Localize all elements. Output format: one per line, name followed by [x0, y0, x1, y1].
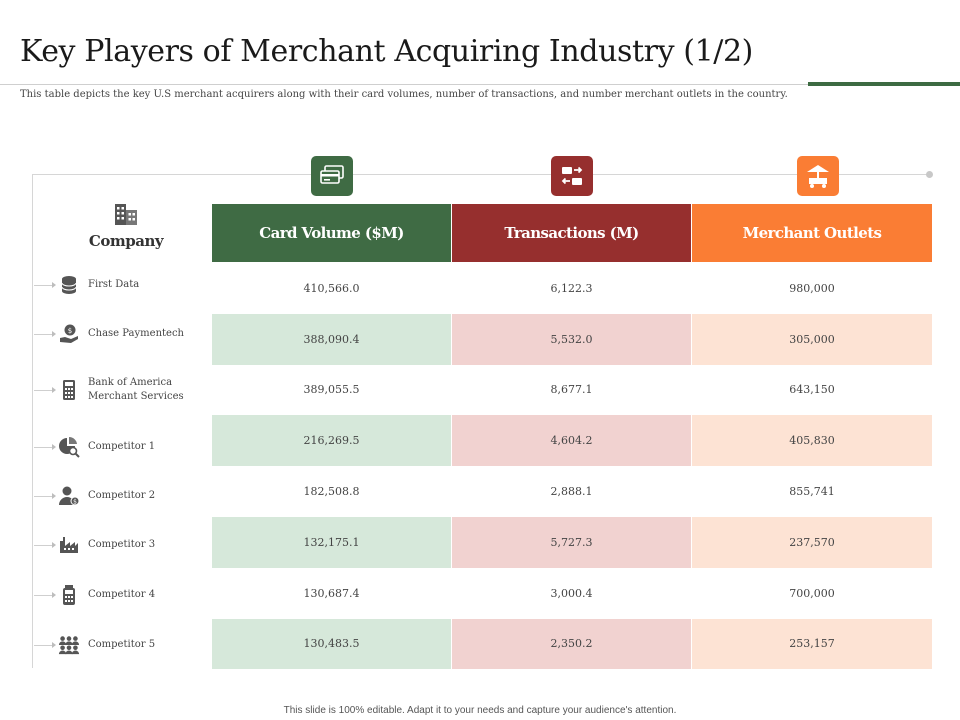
- cell-transactions: 5,532.0: [452, 313, 691, 365]
- title-divider: [0, 84, 808, 85]
- user-dollar-icon: $: [58, 485, 80, 507]
- connector-arrow: [34, 443, 56, 450]
- company-name: Competitor 4: [88, 589, 156, 600]
- credit-cards-icon: [311, 156, 353, 196]
- header-transactions: Transactions (M): [452, 204, 691, 262]
- connector-arrow: [34, 641, 56, 648]
- market-stall-icon: [797, 156, 839, 196]
- cell-card-volume: 132,175.1: [212, 517, 451, 568]
- row-label: $ Chase Paymentech: [34, 314, 204, 354]
- cell-merchant-outlets: 237,570: [692, 517, 932, 568]
- company-header: Company: [80, 200, 172, 250]
- page-title: Key Players of Merchant Acquiring Indust…: [20, 34, 753, 69]
- cell-card-volume: 182,508.8: [212, 466, 451, 517]
- connector-arrow: [34, 386, 56, 393]
- team-icon: [58, 634, 80, 656]
- cell-merchant-outlets: 700,000: [692, 567, 932, 619]
- cell-transactions: 6,122.3: [452, 263, 691, 314]
- row-label: Competitor 5: [34, 625, 204, 665]
- database-icon: [58, 274, 80, 296]
- footer-note: This slide is 100% editable. Adapt it to…: [283, 705, 677, 716]
- cell-transactions: 3,000.4: [452, 567, 691, 619]
- svg-text:$: $: [73, 499, 77, 506]
- cell-transactions: 2,888.1: [452, 466, 691, 517]
- row-label: First Data: [34, 265, 204, 305]
- pos-terminal-icon: [58, 584, 80, 606]
- hand-coin-icon: $: [58, 323, 80, 345]
- company-name: Bank of America Merchant Services: [88, 377, 184, 402]
- connector-arrow: [34, 281, 56, 288]
- calculator-icon: [58, 379, 80, 401]
- company-name: First Data: [88, 279, 140, 290]
- cell-card-volume: 410,566.0: [212, 263, 451, 318]
- row-label: Bank of America Merchant Services: [34, 370, 204, 410]
- connector-line-top: [32, 174, 928, 175]
- cell-merchant-outlets: 855,741: [692, 466, 932, 517]
- company-name: Competitor 3: [88, 539, 156, 550]
- connector-arrow: [34, 330, 56, 337]
- row-label: Competitor 3: [34, 525, 204, 565]
- cell-card-volume: 216,269.5: [212, 415, 451, 467]
- office-building-icon: [115, 204, 137, 225]
- exchange-arrows-icon: [551, 156, 593, 196]
- row-label: Competitor 1: [34, 427, 204, 467]
- connector-line-left: [32, 174, 33, 668]
- cell-card-volume: 130,687.4: [212, 567, 451, 619]
- cell-merchant-outlets: 405,830: [692, 415, 932, 467]
- cell-card-volume: 389,055.5: [212, 364, 451, 416]
- connector-arrow: [34, 591, 56, 598]
- page-subtitle: This table depicts the key U.S merchant …: [20, 89, 788, 100]
- company-name: Competitor 5: [88, 639, 156, 650]
- svg-text:$: $: [68, 327, 72, 335]
- header-merchant-outlets: Merchant Outlets: [692, 204, 932, 262]
- cell-merchant-outlets: 253,157: [692, 618, 932, 670]
- cell-transactions: 5,727.3: [452, 517, 691, 568]
- cell-merchant-outlets: 643,150: [692, 364, 932, 416]
- row-label: $ Competitor 2: [34, 476, 204, 516]
- company-name: Competitor 2: [88, 490, 156, 501]
- company-name: Chase Paymentech: [88, 328, 184, 339]
- company-column-header: Company: [88, 232, 164, 250]
- connector-arrow: [34, 541, 56, 548]
- factory-icon: [58, 534, 80, 556]
- cell-transactions: 2,350.2: [452, 618, 691, 670]
- connector-end-dot: [926, 171, 933, 178]
- cell-card-volume: 130,483.5: [212, 618, 451, 670]
- pie-search-icon: [58, 436, 80, 458]
- cell-transactions: 4,604.2: [452, 415, 691, 467]
- row-label: Competitor 4: [34, 575, 204, 615]
- header-card-volume: Card Volume ($M): [212, 204, 451, 262]
- cell-merchant-outlets: 305,000: [692, 313, 932, 365]
- cell-transactions: 8,677.1: [452, 364, 691, 416]
- company-name: Competitor 1: [88, 441, 156, 452]
- title-accent-bar: [808, 82, 960, 86]
- cell-merchant-outlets: 980,000: [692, 263, 932, 314]
- cell-card-volume: 388,090.4: [212, 313, 451, 365]
- connector-arrow: [34, 492, 56, 499]
